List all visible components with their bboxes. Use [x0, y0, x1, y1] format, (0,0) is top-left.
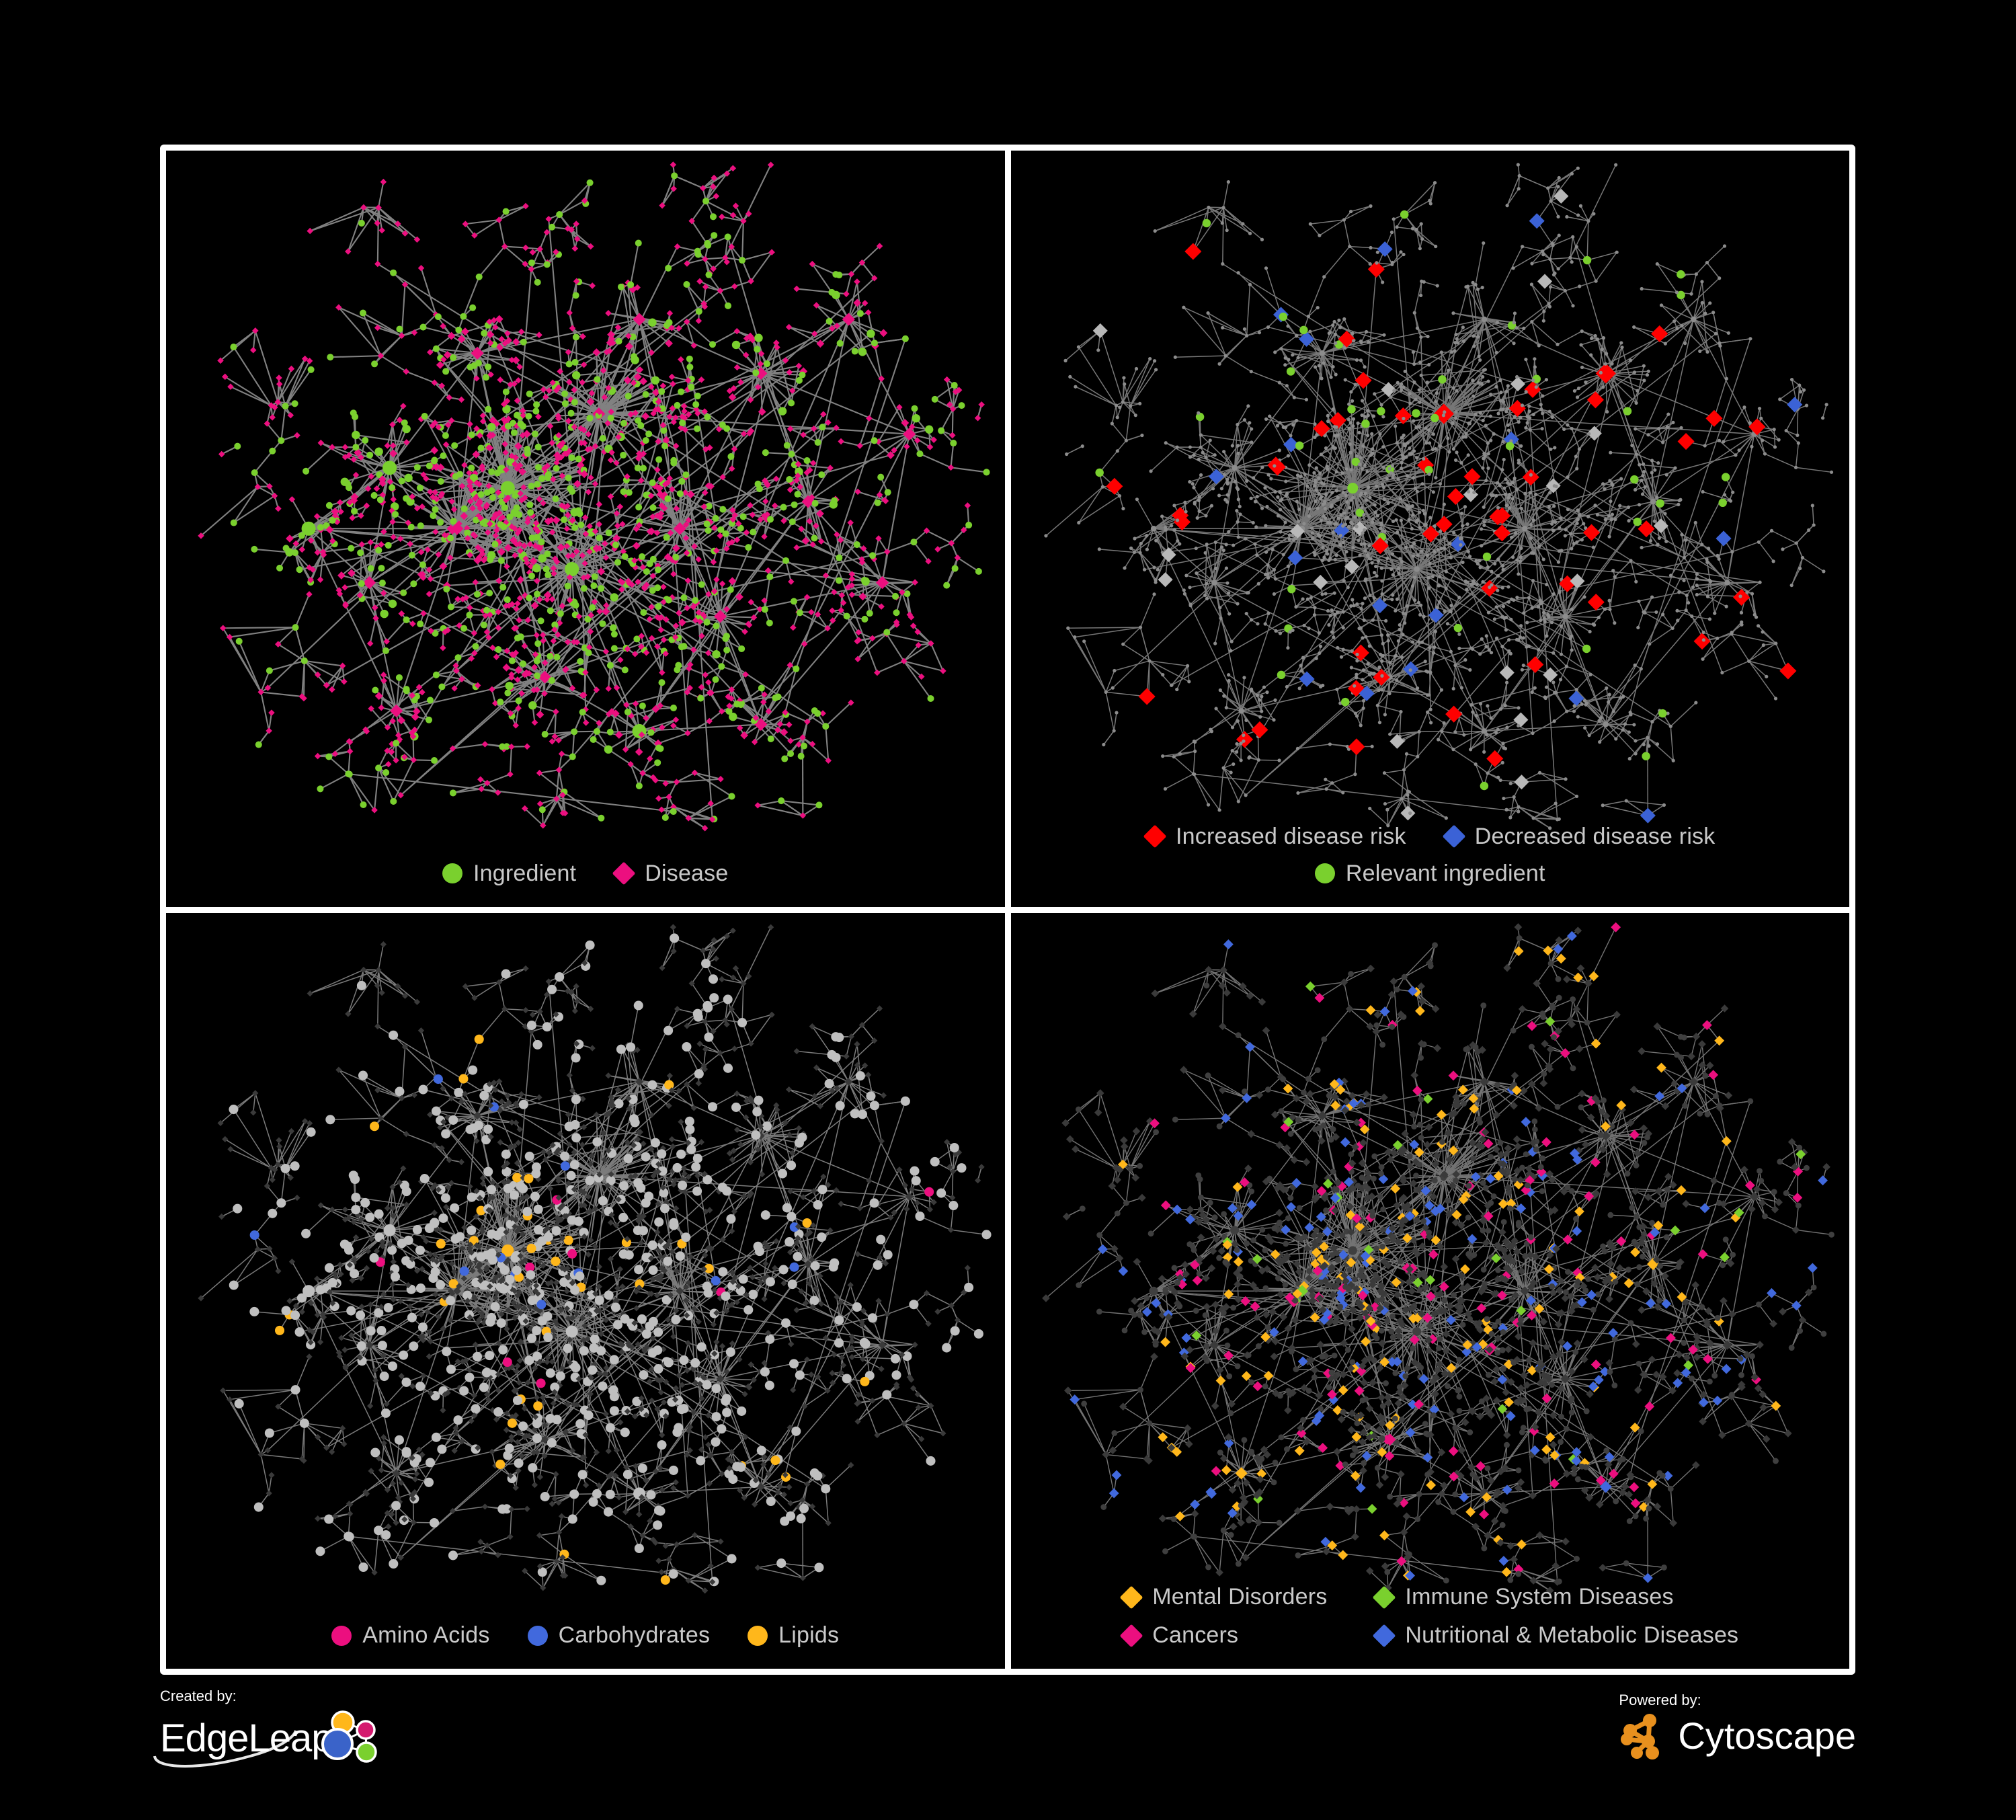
footer: Created by: EdgeLeap: [153, 1688, 1856, 1795]
network-graph-ingredient-classes: [198, 923, 992, 1593]
powered-by-caption: Powered by:: [1619, 1692, 1701, 1708]
edgeleap-logo[interactable]: EdgeLeap: [153, 1708, 389, 1770]
created-by-caption: Created by:: [160, 1688, 237, 1704]
network-ingredient-classes-canvas: [166, 913, 1005, 1669]
network-risk-canvas: [1011, 151, 1850, 907]
edgeleap-wordmark: EdgeLeap: [160, 1716, 333, 1760]
panel-ingredient-classes[interactable]: Amino Acids Carbohydrates Lipids: [166, 912, 1005, 1669]
panel-disease-risk[interactable]: Increased disease risk Decreased disease…: [1010, 151, 1850, 907]
network-disease-classes-canvas: [1011, 913, 1850, 1669]
edgeleap-node-cluster-icon: [321, 1710, 378, 1763]
created-by-block[interactable]: Created by: EdgeLeap: [153, 1688, 389, 1770]
network-overview-canvas: [166, 151, 1005, 907]
cytoscape-wordmark: Cytoscape: [1678, 1714, 1856, 1757]
panel-disease-classes[interactable]: Mental Disorders Immune System Diseases …: [1010, 912, 1850, 1669]
panel-overview[interactable]: Ingredient Disease: [166, 151, 1005, 907]
network-graph-overview: [198, 161, 990, 832]
edgeleap-swoosh-icon: [153, 1730, 297, 1768]
network-graph-disease-classes: [1041, 922, 1834, 1595]
powered-by-block[interactable]: Powered by:: [1619, 1692, 1856, 1760]
cytoscape-logo[interactable]: Cytoscape: [1619, 1712, 1856, 1760]
panel-grid: Ingredient Disease: [160, 145, 1855, 1675]
network-graph-disease-risk: [1043, 163, 1833, 830]
cytoscape-network-icon: [1621, 1714, 1660, 1759]
